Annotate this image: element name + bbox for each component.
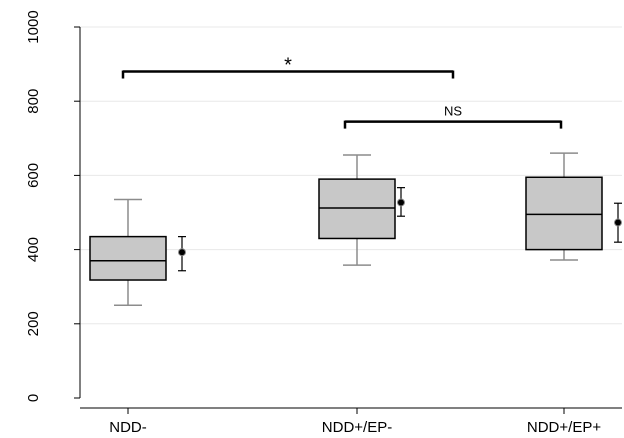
annotation-label: NS <box>444 104 462 119</box>
mean-point <box>614 218 622 227</box>
y-tick-label: 0 <box>25 394 42 402</box>
significance-annotations: * NS <box>121 55 563 129</box>
y-tick-label: 200 <box>25 311 42 336</box>
mean-markers <box>178 187 622 272</box>
bracket-ns: NS <box>343 104 563 129</box>
box-iqr <box>89 235 167 281</box>
y-tick-label: 600 <box>25 163 42 188</box>
box-iqr <box>525 176 603 251</box>
box-NDD- <box>89 198 167 306</box>
mean-NDD- <box>178 236 186 272</box>
mean-point <box>397 198 405 207</box>
box-NDD+/EP+ <box>525 152 603 261</box>
bracket-significant: * <box>121 55 455 79</box>
mean-NDD+/EP+ <box>614 202 622 243</box>
annotation-label: * <box>284 55 292 77</box>
x-axis: NDD- NDD+/EP- NDD+/EP+ <box>80 407 622 436</box>
y-axis: 0 200 400 600 800 1000 <box>25 10 81 402</box>
y-tick-label: 1000 <box>25 10 42 43</box>
box-NDD+/EP- <box>318 154 396 266</box>
y-tick-label: 800 <box>25 89 42 114</box>
x-tick-label: NDD+/EP- <box>322 419 392 436</box>
y-tick-label: 400 <box>25 237 42 262</box>
mean-point <box>178 248 186 257</box>
mean-NDD+/EP- <box>397 187 405 217</box>
x-tick-label: NDD- <box>109 419 147 436</box>
boxes <box>89 152 603 306</box>
x-tick-label: NDD+/EP+ <box>527 419 601 436</box>
